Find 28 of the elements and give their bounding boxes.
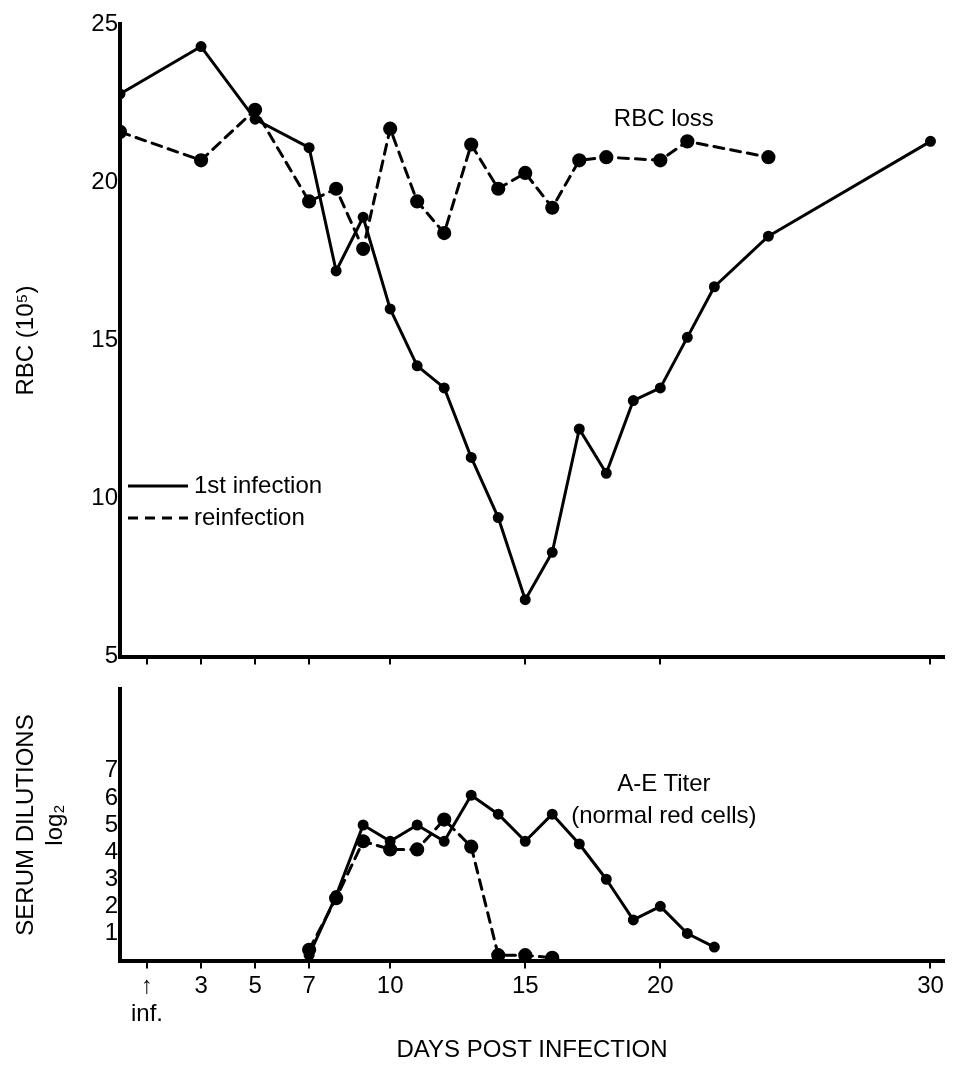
annotation: RBC loss xyxy=(613,104,714,132)
y-tick-label: 3 xyxy=(104,863,118,891)
x-axis-title: DAYS POST INFECTION xyxy=(396,1035,668,1063)
x-tick-label: 3 xyxy=(194,970,208,998)
annotation: A-E Titer xyxy=(617,769,711,797)
x-tick-label: 10 xyxy=(376,970,404,998)
y-tick-label: 20 xyxy=(91,167,118,195)
y-tick-label: 5 xyxy=(104,809,118,837)
y-tick-label: 1 xyxy=(104,918,118,946)
y-tick-label: 6 xyxy=(104,782,118,810)
y-tick-label: 2 xyxy=(104,890,118,918)
legend-label: reinfection xyxy=(194,502,305,530)
y-tick-label: 7 xyxy=(104,755,118,783)
y-axis-title: SERUM DILUTIONS log₂ xyxy=(11,714,67,936)
x-tick-label: 5 xyxy=(248,970,262,998)
y-tick-label: 5 xyxy=(104,641,118,669)
y-tick-label: 15 xyxy=(91,325,118,353)
y-tick-label: 10 xyxy=(91,483,118,511)
annotation: (normal red cells) xyxy=(571,801,757,829)
x-tick-label: 15 xyxy=(511,970,539,998)
y-tick-label: 4 xyxy=(104,836,118,864)
legend-label: 1st infection xyxy=(194,470,323,498)
y-tick-label: 25 xyxy=(91,9,118,37)
x-tick-label: 7 xyxy=(302,970,316,998)
x-tick-label: ↑ inf. xyxy=(131,970,164,1027)
x-tick-label: 20 xyxy=(646,970,674,998)
y-axis-title: RBC (10⁵) xyxy=(11,285,39,396)
x-tick-label: 30 xyxy=(917,970,944,998)
